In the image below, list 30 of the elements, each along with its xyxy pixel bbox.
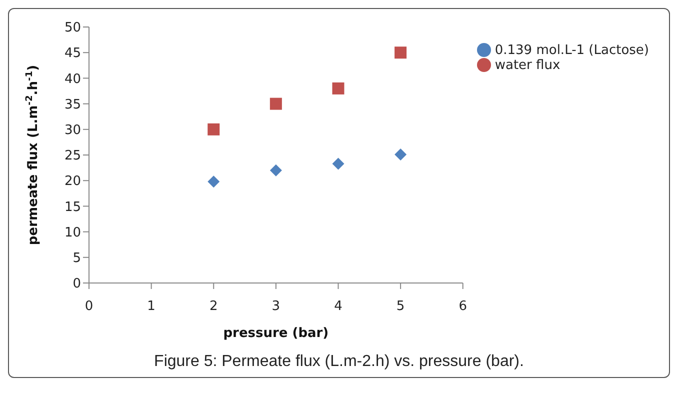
point (394, 46, 407, 59)
y-tick-label: 0 (72, 276, 81, 292)
y-tick-label: 25 (64, 148, 81, 164)
y-tick-label: 5 (72, 251, 81, 266)
legend-label: 0.139 mol.L-1 (Lactose) (494, 43, 649, 58)
point (394, 148, 407, 160)
legend-label: water flux (494, 58, 560, 73)
y-tick-label: 40 (64, 72, 81, 87)
x-tick-label: 6 (458, 299, 467, 314)
x-tick-label: 1 (147, 299, 156, 314)
y-tick-label: 50 (64, 20, 81, 36)
y-tick-label: 20 (64, 174, 81, 190)
caption: Figure 5: Permeate flux (L.m-2.h) vs. pressure (bar). (153, 353, 525, 371)
y-tick-label: 15 (64, 200, 81, 215)
x-tick-label: 2 (209, 299, 218, 314)
x-axis-title: pressure (bar) (223, 326, 329, 341)
y-tick-label: 35 (64, 97, 81, 112)
x-tick-label: 4 (334, 299, 342, 314)
point (332, 158, 344, 170)
y-tick-label: 45 (64, 46, 81, 62)
point (270, 98, 282, 110)
point (270, 164, 282, 176)
point (208, 176, 220, 188)
y-tick-label: 10 (64, 225, 81, 240)
x-tick-label: 3 (272, 299, 280, 314)
point (332, 82, 344, 94)
x-tick-label: 5 (396, 299, 405, 314)
point (208, 123, 220, 136)
y-tick-label: 30 (64, 123, 81, 138)
x-tick-label: 0 (84, 299, 94, 314)
